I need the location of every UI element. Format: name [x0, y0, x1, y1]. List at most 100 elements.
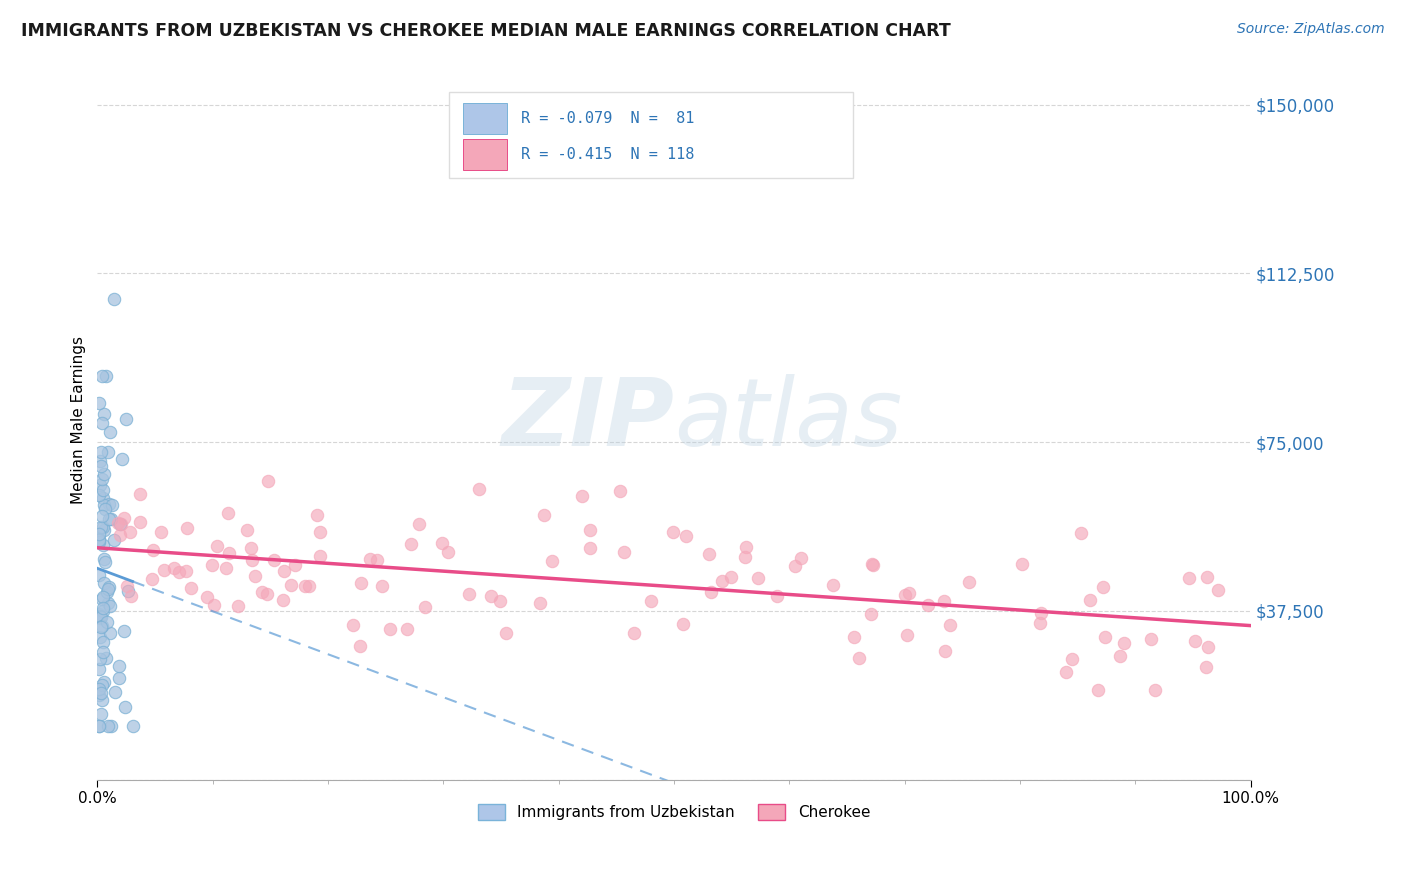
Point [104, 685, 127, 699]
Point [720, 570, 742, 584]
Point [110, 516, 132, 531]
Point [90, 459, 112, 474]
Point [273, 564, 295, 578]
Point [97, 596, 120, 610]
Point [89, 535, 111, 549]
Point [1184, 634, 1206, 648]
Point [898, 586, 921, 600]
Point [142, 542, 165, 557]
Point [94, 368, 117, 383]
Point [370, 579, 392, 593]
Text: R = -0.079  N =  81: R = -0.079 N = 81 [520, 112, 695, 126]
Point [117, 583, 139, 598]
Point [97, 582, 120, 597]
Point [283, 558, 305, 572]
Point [823, 578, 845, 592]
Point [115, 579, 138, 593]
Point [87, 533, 110, 548]
Point [578, 541, 600, 555]
Point [121, 718, 143, 732]
Point [114, 700, 136, 714]
Point [917, 598, 939, 612]
Point [93, 674, 115, 689]
Point [91, 472, 114, 486]
Point [90, 693, 112, 707]
Point [243, 568, 266, 582]
Point [848, 650, 870, 665]
Point [1029, 607, 1052, 621]
Point [93, 601, 115, 615]
Point [115, 411, 138, 425]
Point [90, 416, 112, 430]
Point [308, 524, 330, 539]
Point [250, 585, 273, 599]
Point [149, 524, 172, 539]
Point [640, 593, 662, 607]
Point [98, 599, 121, 613]
Point [103, 292, 125, 306]
Point [579, 523, 602, 537]
Point [366, 553, 388, 567]
Point [217, 506, 239, 520]
Point [94, 555, 117, 569]
Point [533, 508, 555, 523]
Point [697, 547, 720, 561]
Point [91, 538, 114, 552]
Point [1087, 682, 1109, 697]
Point [91, 604, 114, 618]
Point [90, 686, 112, 700]
Point [128, 516, 150, 530]
Point [91, 483, 114, 497]
Point [1108, 649, 1130, 664]
Point [108, 671, 131, 685]
Point [98, 497, 121, 511]
Point [541, 554, 564, 568]
Point [98, 626, 121, 640]
Point [90, 520, 112, 534]
Point [90, 592, 112, 607]
Point [90, 620, 112, 634]
Point [1197, 640, 1219, 654]
Point [934, 644, 956, 658]
Point [1094, 630, 1116, 644]
Point [97, 718, 120, 732]
Point [359, 552, 381, 566]
Point [90, 610, 112, 624]
Point [1194, 660, 1216, 674]
Point [350, 576, 373, 591]
Point [437, 545, 460, 559]
Point [103, 533, 125, 548]
Bar [463, 139, 506, 170]
Point [957, 574, 980, 589]
Point [349, 640, 371, 654]
Point [766, 589, 789, 603]
Point [91, 644, 114, 658]
Point [896, 628, 918, 642]
Point [747, 571, 769, 585]
Point [1206, 582, 1229, 597]
Point [120, 589, 142, 603]
Point [294, 578, 316, 592]
Point [167, 565, 190, 579]
Point [844, 630, 866, 644]
Point [91, 509, 114, 524]
Point [495, 625, 517, 640]
Point [860, 607, 883, 621]
Point [87, 532, 110, 546]
Point [195, 590, 218, 604]
Point [201, 558, 224, 572]
Point [380, 622, 402, 636]
Point [1092, 580, 1115, 594]
Point [1178, 571, 1201, 585]
Point [1054, 665, 1077, 679]
Point [239, 541, 262, 555]
Point [305, 508, 328, 522]
Legend: Immigrants from Uzbekistan, Cherokee: Immigrants from Uzbekistan, Cherokee [471, 797, 876, 826]
Point [399, 537, 422, 551]
Point [89, 454, 111, 468]
Point [93, 576, 115, 591]
Point [672, 617, 695, 632]
Point [87, 607, 110, 622]
Point [108, 516, 131, 531]
Point [112, 624, 135, 638]
